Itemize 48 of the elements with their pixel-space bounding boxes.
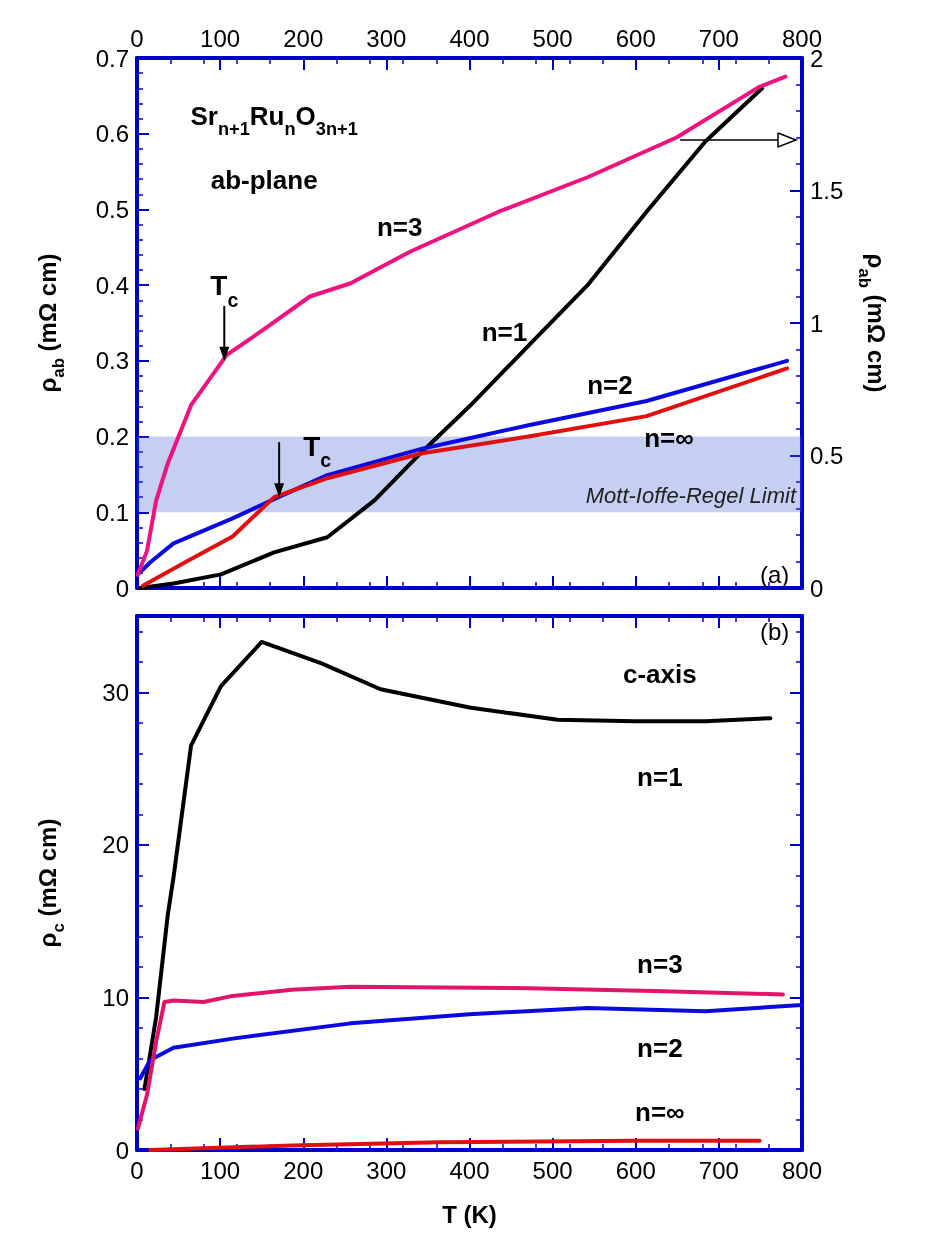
annotation: (b) [759,617,790,645]
y-tick-label: 30 [102,678,129,706]
x-tick-label: 600 [615,1156,656,1184]
y2-tick-label: 1 [810,309,824,337]
x-tick-label: 800 [781,1156,823,1184]
y-tick-label: 0.5 [95,195,129,223]
x-tick-label: 200 [283,1156,324,1184]
y-tick-label: 0 [115,1136,129,1164]
series-label: n=∞ [635,1097,685,1128]
x-tick-label: 400 [449,24,490,52]
y2-tick-label: 0.5 [810,442,844,469]
band-label: Mott-Ioffe-Regel Limit [585,482,797,508]
series-label: n=1 [481,316,528,347]
series-label: n=2 [637,1033,683,1064]
y2-tick-label: 0 [810,574,824,602]
y-axis-title: ρc (mΩ cm) [33,818,69,948]
annotation: c-axis [622,659,697,690]
y-tick-label: 0.6 [95,120,129,148]
y-tick-label: 0.3 [95,347,129,375]
x-tick-label: 300 [366,1156,407,1184]
x-tick-label: 600 [615,24,656,52]
x-tick-label: 700 [698,1156,739,1184]
x-tick-label: 100 [200,24,241,52]
y2-axis-title: ρab (mΩ cm) [854,253,890,393]
x-tick-label: 700 [698,24,739,52]
series-label: n=1 [637,761,683,792]
y-tick-label: 0.1 [95,498,129,526]
x-tick-label: 200 [283,24,324,52]
x-tick-label: 300 [366,24,407,52]
y-tick-label: 0.4 [95,271,129,299]
series-label: n=2 [587,369,633,400]
y-tick-label: 20 [102,831,129,859]
x-tick-label: 500 [532,24,573,52]
annotation: ab-plane [210,165,318,196]
x-tick-label: 100 [200,1156,241,1184]
y-tick-label: 0 [115,574,129,602]
annotation: (a) [759,560,790,588]
y2-tick-label: 1.5 [810,177,844,204]
y-tick-label: 10 [102,983,129,1011]
series-label: n=3 [376,211,423,242]
x-tick-label: 400 [449,1156,490,1184]
series-label: n=3 [637,949,683,980]
series-label: n=∞ [644,422,694,453]
y-tick-label: 0.7 [95,44,129,72]
x-tick-label: 500 [532,1156,573,1184]
y-tick-label: 0.2 [95,423,129,451]
x-axis-title: T (K) [442,1200,497,1228]
y-axis-title: ρab (mΩ cm) [33,253,69,393]
